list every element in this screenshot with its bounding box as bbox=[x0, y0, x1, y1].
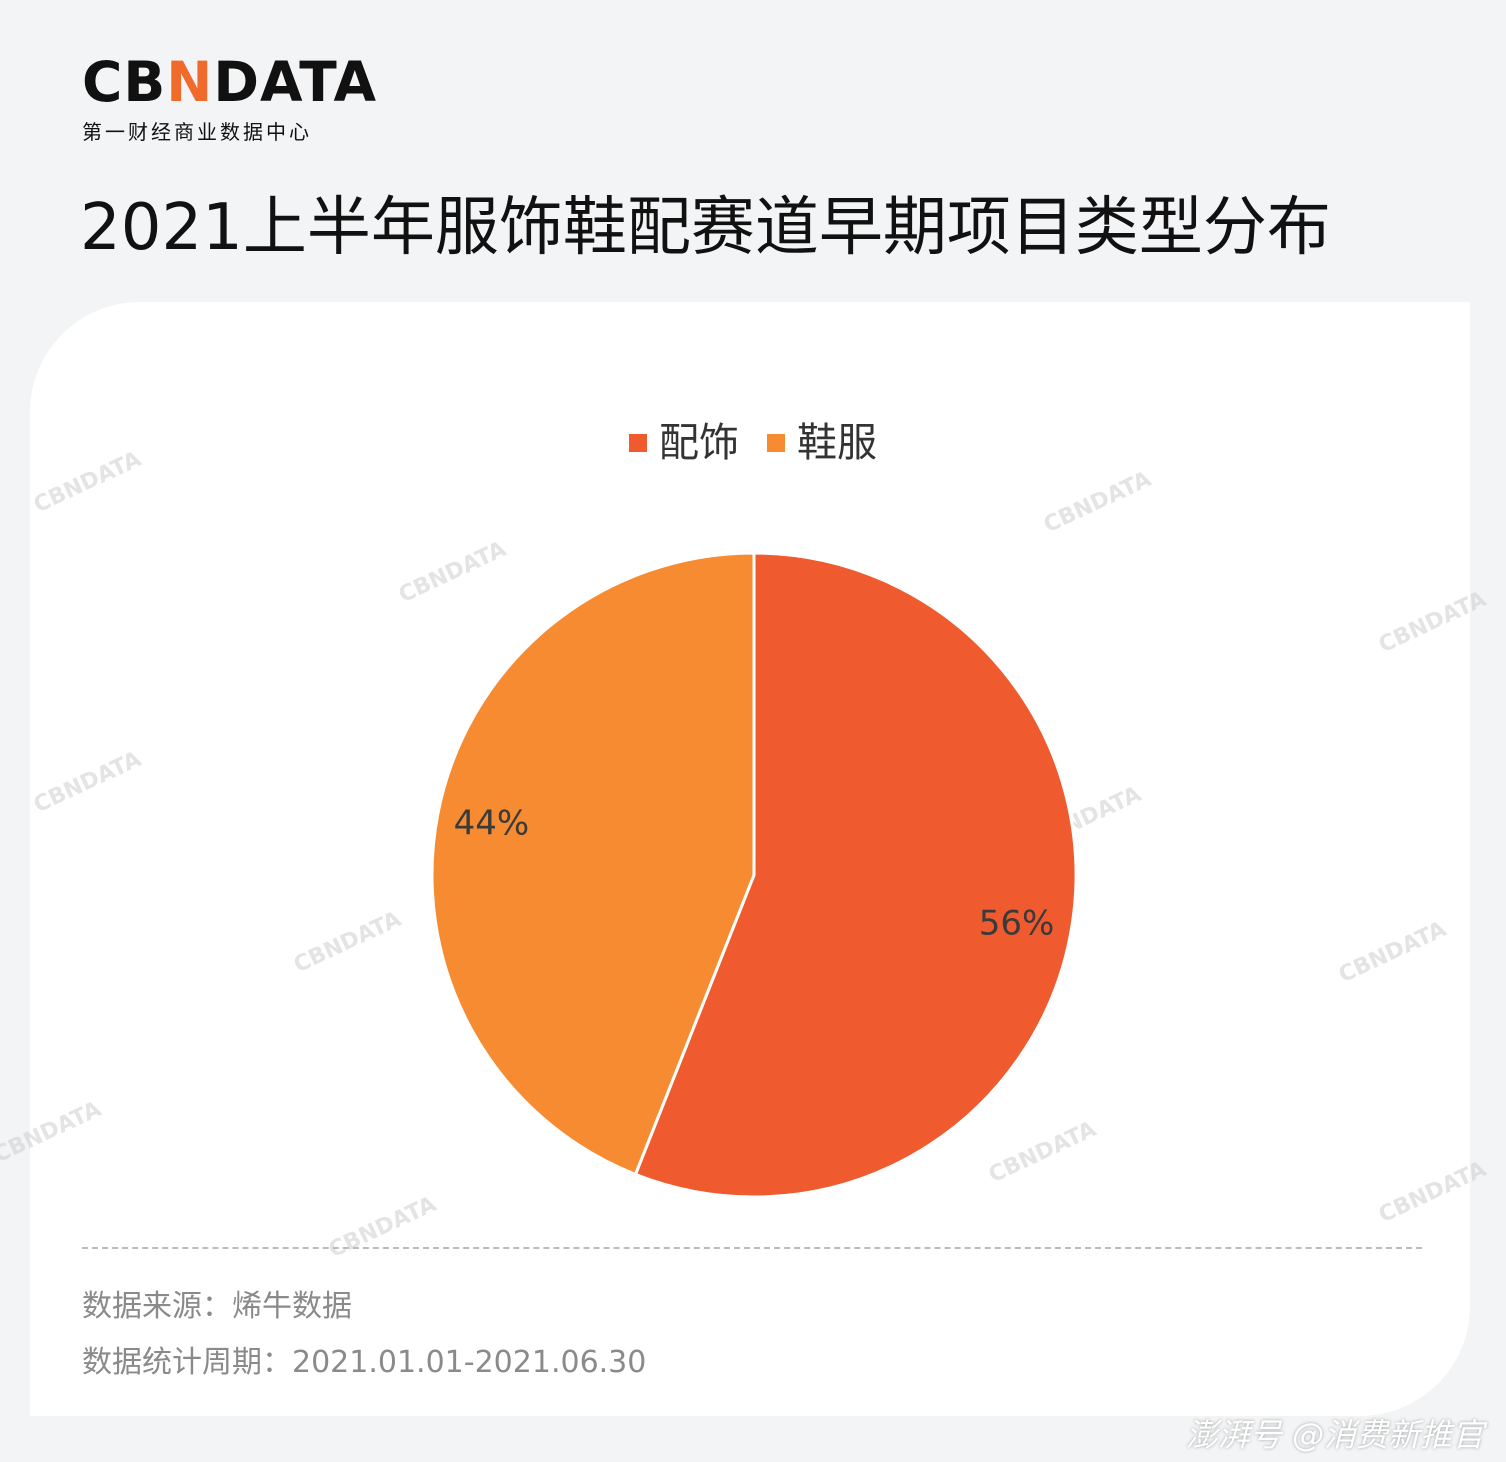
logo-text-right: DATA bbox=[213, 50, 378, 114]
legend-item-accessories: 配饰 bbox=[629, 418, 739, 468]
page-title: 2021上半年服饰鞋配赛道早期项目类型分布 bbox=[80, 191, 1331, 265]
publisher-credit: 澎湃号 @消费新推官 bbox=[1185, 1416, 1484, 1454]
logo-wordmark: CBNDATA bbox=[82, 52, 382, 112]
legend-label-accessories: 配饰 bbox=[659, 420, 739, 466]
pie-label-accessories: 56% bbox=[979, 904, 1055, 944]
legend-swatch-shoes-apparel bbox=[767, 434, 785, 452]
pie-slice-accessories bbox=[633, 551, 1078, 1199]
footer-divider bbox=[82, 1247, 1422, 1249]
brand-logo: CBNDATA 第一财经商业数据中心 bbox=[82, 52, 382, 145]
data-source-note: 数据来源：烯牛数据 bbox=[82, 1289, 352, 1324]
legend-item-shoes-apparel: 鞋服 bbox=[767, 418, 877, 468]
logo-subtitle: 第一财经商业数据中心 bbox=[82, 120, 312, 144]
legend-label-shoes-apparel: 鞋服 bbox=[797, 420, 877, 466]
pie-label-shoes-apparel: 44% bbox=[454, 803, 530, 843]
logo-text-left: CB bbox=[82, 50, 167, 114]
legend-swatch-accessories bbox=[629, 434, 647, 452]
pie-slice-shoes-apparel bbox=[430, 551, 756, 1177]
logo-text-accent: N bbox=[166, 50, 214, 114]
data-period-note: 数据统计周期：2021.01.01-2021.06.30 bbox=[82, 1345, 647, 1380]
chart-legend: 配饰 鞋服 bbox=[0, 418, 1506, 468]
